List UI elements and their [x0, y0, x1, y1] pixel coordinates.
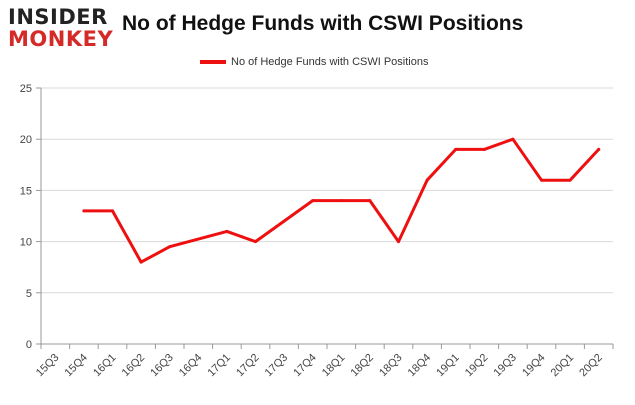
data-point-19Q3: [511, 137, 515, 141]
y-tick-label: 20: [20, 134, 32, 146]
x-tick-label: 19Q3: [491, 352, 519, 380]
data-point-17Q1: [225, 229, 229, 233]
x-tick-label: 17Q4: [291, 352, 319, 380]
x-tick-label: 17Q2: [234, 352, 262, 380]
insider-monkey-logo: INSIDER MONKEY: [8, 6, 116, 52]
x-tick-label: 16Q3: [148, 352, 176, 380]
data-point-16Q2: [139, 260, 143, 264]
data-point-17Q4: [311, 199, 315, 203]
data-point-18Q3: [397, 240, 400, 244]
grid-lines: [41, 87, 613, 294]
data-point-18Q2: [368, 199, 372, 203]
x-tick-label: 18Q2: [348, 352, 376, 380]
x-tick-labels: 15Q3 15Q4 16Q1 16Q2 16Q3 16Q4 17Q1 17Q2 17Q3 17Q4…: [34, 352, 605, 380]
x-tick-label: 19Q2: [463, 352, 491, 380]
data-point-18Q1: [339, 199, 343, 203]
chart-title: No of Hedge Funds with CSWI Positions: [122, 12, 524, 35]
x-tick-label: 16Q1: [91, 352, 119, 380]
y-tick-label: 15: [20, 185, 32, 197]
y-tick-labels: 0 5 10 15 20 25: [20, 83, 32, 351]
y-tick-label: 5: [26, 288, 32, 300]
data-point-18Q4: [425, 178, 429, 182]
data-point-20Q2: [597, 147, 601, 151]
y-tick-label: 25: [20, 83, 32, 95]
logo-line-2: MONKEY: [8, 27, 114, 51]
x-tick-label: 19Q1: [434, 352, 462, 380]
x-tick-label: 18Q4: [406, 352, 434, 380]
data-point-17Q2: [254, 240, 257, 244]
x-tick-label: 15Q4: [62, 352, 90, 380]
y-tick-label: 10: [20, 237, 32, 249]
data-point-15Q4: [82, 209, 86, 213]
x-tick-label: 16Q4: [177, 352, 205, 380]
axes: [36, 87, 614, 349]
legend-label: No of Hedge Funds with CSWI Positions: [231, 56, 429, 68]
x-tick-label: 15Q3: [34, 352, 62, 380]
x-tick-label: 16Q2: [120, 352, 148, 380]
x-tick-label: 18Q3: [377, 352, 405, 380]
legend-swatch: [200, 60, 226, 64]
data-point-19Q4: [540, 178, 543, 182]
x-tick-label: 17Q1: [205, 352, 233, 380]
data-point-16Q3: [168, 245, 172, 249]
data-point-19Q1: [454, 147, 458, 151]
x-tick-label: 18Q1: [320, 352, 348, 380]
x-tick-label: 17Q3: [263, 352, 291, 380]
x-tick-label: 20Q2: [577, 352, 605, 380]
data-point-20Q1: [568, 178, 572, 182]
data-point-19Q2: [482, 147, 486, 151]
logo-line-1: INSIDER: [8, 5, 108, 29]
x-tick-label: 20Q1: [549, 352, 577, 380]
x-tick-label: 19Q4: [520, 352, 548, 380]
series: [82, 137, 601, 264]
data-point-16Q1: [111, 209, 114, 213]
y-tick-label: 0: [26, 339, 32, 351]
legend: No of Hedge Funds with CSWI Positions: [200, 53, 428, 71]
